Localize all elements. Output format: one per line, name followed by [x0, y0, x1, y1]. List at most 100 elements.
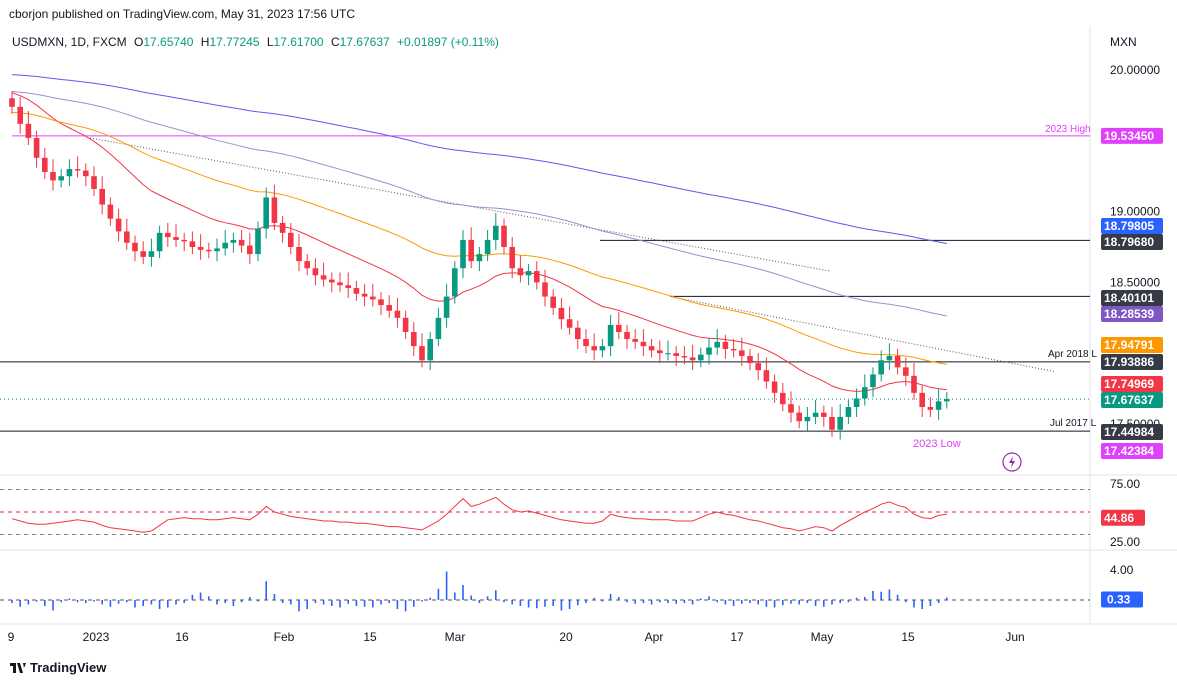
candle-body	[862, 387, 868, 399]
time-tick-label: Jun	[1005, 630, 1024, 644]
price-axis-label-bg	[1101, 443, 1163, 459]
candle-body	[558, 307, 565, 320]
candle-body	[17, 106, 23, 124]
candle-body	[501, 225, 507, 247]
time-tick-label: Mar	[445, 630, 466, 644]
candle-body	[698, 354, 704, 361]
annotation-2023-high: 2023 High	[1045, 124, 1091, 135]
close-value: 17.67637	[339, 35, 390, 49]
symbol-name[interactable]: USDMXN, 1D, FXCM	[12, 35, 127, 49]
candle-body	[796, 412, 802, 422]
candle-body	[845, 407, 852, 417]
candle-body	[870, 374, 876, 388]
candle-body	[837, 416, 843, 430]
candle-body	[747, 356, 753, 364]
candle-body	[460, 239, 466, 269]
candle-body	[911, 375, 917, 393]
price-axis-label: 17.93886	[1104, 355, 1154, 369]
candle-body	[214, 248, 220, 252]
candle-body	[665, 353, 671, 355]
ema-line	[11, 92, 947, 392]
tradingview-brand[interactable]: TradingView	[10, 660, 106, 675]
change-value: +0.01897 (+0.11%)	[397, 35, 499, 49]
time-tick-label: 9	[8, 630, 15, 644]
candle-body	[730, 348, 737, 351]
high-label: H	[200, 35, 210, 49]
candle-body	[853, 398, 860, 408]
candle-body	[9, 98, 15, 107]
price-axis-label-bg	[1101, 290, 1163, 306]
candle-body	[394, 310, 401, 318]
candle-body	[115, 218, 122, 232]
candle-body	[583, 339, 589, 347]
candle-body	[452, 268, 458, 297]
candle-body	[739, 350, 745, 357]
candle-body	[345, 285, 351, 289]
price-tick-label: 19.00000	[1110, 205, 1160, 219]
candle-body	[903, 367, 909, 376]
candle-body	[206, 249, 212, 252]
close-label: C	[330, 35, 340, 49]
candle-body	[386, 305, 392, 311]
candle-body	[894, 356, 901, 368]
candle-body	[279, 222, 286, 233]
candle-body	[230, 239, 237, 243]
time-tick-label: 20	[559, 630, 573, 644]
time-tick-label: 17	[730, 630, 744, 644]
candle-body	[780, 392, 786, 405]
candle-body	[542, 282, 548, 297]
candle-body	[197, 247, 204, 250]
candle-body	[525, 271, 532, 276]
candle-body	[353, 288, 360, 294]
flash-icon	[1002, 452, 1022, 472]
candle-body	[238, 239, 245, 246]
candle-body	[66, 169, 73, 177]
candle-body	[361, 293, 368, 297]
ema-line	[11, 74, 947, 244]
time-tick-label: 2023	[83, 630, 110, 644]
candle-body	[435, 317, 442, 340]
candle-body	[189, 241, 196, 247]
currency-label: MXN	[1110, 35, 1137, 49]
annotation-jul-2017-low: Jul 2017 L	[1050, 418, 1097, 429]
candle-body	[493, 225, 499, 240]
candle-body	[648, 346, 655, 351]
low-label: L	[266, 35, 274, 49]
time-tick-label: Feb	[274, 630, 295, 644]
price-axis-label: 17.44984	[1104, 425, 1154, 439]
candle-body	[689, 357, 696, 361]
candle-body	[919, 392, 925, 408]
price-axis-label-bg	[1101, 354, 1163, 370]
candle-body	[681, 356, 688, 358]
price-axis-label-bg	[1101, 234, 1163, 250]
price-axis-label: 18.28539	[1104, 307, 1154, 321]
open-label: O	[134, 35, 144, 49]
high-value: 17.77245	[209, 35, 260, 49]
annotation-2023-low: 2023 Low	[913, 438, 961, 450]
candle-body	[468, 239, 474, 262]
symbol-legend: USDMXN, 1D, FXCM O17.65740 H17.77245 L17…	[12, 35, 499, 49]
candle-body	[296, 247, 302, 262]
candle-body	[165, 232, 171, 238]
candle-body	[271, 197, 278, 223]
candle-body	[50, 171, 56, 181]
candle-body	[140, 251, 146, 257]
price-axis-label-bg	[1101, 337, 1163, 353]
candle-body	[640, 341, 647, 347]
candle-body	[812, 412, 819, 417]
candle-body	[99, 188, 105, 205]
candle-body	[148, 251, 155, 257]
price-axis-label: 17.74969	[1104, 377, 1154, 391]
low-value: 17.61700	[273, 35, 324, 49]
candle-body	[222, 242, 228, 249]
tradingview-logo-icon	[10, 663, 26, 673]
time-tick-label: 16	[175, 630, 189, 644]
candle-body	[320, 275, 327, 280]
candle-body	[550, 296, 556, 308]
candle-body	[714, 341, 720, 348]
momentum-value-label: 0.33	[1107, 593, 1131, 607]
candle-body	[304, 261, 310, 269]
price-axis-label: 18.40101	[1104, 291, 1154, 305]
candle-body	[591, 346, 597, 351]
